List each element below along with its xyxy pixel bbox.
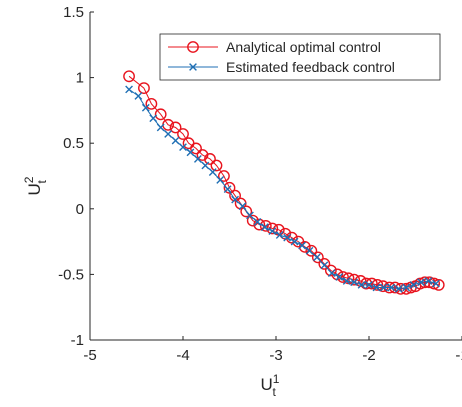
data-point <box>204 153 216 165</box>
legend-label: Analytical optimal control <box>226 39 381 55</box>
data-point <box>327 269 336 277</box>
data-point <box>218 170 230 182</box>
legend-box <box>159 33 441 81</box>
data-point <box>342 277 351 285</box>
data-point <box>190 142 202 155</box>
data-point <box>231 195 239 204</box>
data-point <box>417 278 425 287</box>
data-point <box>253 218 262 226</box>
data-point <box>201 161 210 170</box>
data-point <box>154 108 167 121</box>
data-point <box>156 123 165 132</box>
y-tick-label: -0.5 <box>58 266 84 283</box>
data-point <box>371 278 384 291</box>
x-tick-label: -2 <box>362 347 375 364</box>
data-point <box>298 241 306 250</box>
data-point <box>145 97 158 110</box>
data-point <box>365 281 373 289</box>
data-point <box>193 155 202 163</box>
data-point <box>394 284 403 293</box>
data-point <box>305 246 314 255</box>
data-point <box>216 176 225 184</box>
x-tick-label: -5 <box>83 347 96 364</box>
data-point <box>123 70 135 83</box>
data-point <box>240 205 253 218</box>
y-tick-label: 0 <box>76 201 84 218</box>
data-point <box>432 279 440 288</box>
data-point <box>171 136 180 145</box>
x-tick-label: -4 <box>176 347 189 364</box>
data-point <box>320 261 329 270</box>
y-tick-label: 1.5 <box>63 4 84 21</box>
data-point <box>246 211 254 220</box>
data-point <box>290 237 299 246</box>
data-point <box>186 148 195 157</box>
data-point <box>125 85 133 94</box>
data-point <box>210 159 223 172</box>
data-point <box>169 121 182 134</box>
y-tick-label: 1 <box>76 70 84 87</box>
data-point <box>177 128 189 140</box>
data-point <box>335 273 344 281</box>
data-point <box>298 240 311 253</box>
data-point <box>223 185 232 194</box>
legend-label: Estimated feedback control <box>226 59 395 75</box>
data-point <box>387 283 396 292</box>
data-point <box>149 114 158 123</box>
data-point <box>372 283 381 292</box>
data-point <box>268 227 277 235</box>
data-point <box>432 278 445 291</box>
data-point <box>379 283 388 292</box>
data-point <box>337 271 349 283</box>
series-1 <box>125 85 440 293</box>
data-point <box>208 168 217 176</box>
data-point <box>259 219 272 232</box>
data-point <box>229 189 241 202</box>
data-point <box>283 233 292 242</box>
data-point <box>318 258 331 270</box>
data-point <box>305 244 318 257</box>
legend-marker <box>189 63 197 71</box>
y-tick-label: 0.5 <box>63 135 84 152</box>
x-tick-label: -1 <box>455 347 462 364</box>
axes: -5 -4 -3 -2 -1 -1 -0.5 0 0.5 1 1.5 U1t U2t <box>22 4 462 399</box>
y-axis-label: U2t <box>22 176 49 195</box>
data-point <box>223 181 236 194</box>
data-point <box>350 278 359 287</box>
legend-marker <box>187 41 199 53</box>
data-point <box>365 277 378 290</box>
data-point <box>357 281 366 289</box>
legend: Analytical optimal control Estimated feed… <box>159 33 441 81</box>
x-axis-label: U1 t <box>261 372 280 399</box>
data-point <box>424 277 433 285</box>
data-point <box>141 103 150 112</box>
data-point <box>179 143 187 152</box>
data-point <box>275 231 284 239</box>
data-point <box>313 253 321 262</box>
x-tick-label: -3 <box>269 347 282 364</box>
chart-marks <box>123 70 445 295</box>
data-point <box>428 277 440 290</box>
data-point <box>164 130 173 138</box>
data-point <box>311 251 324 264</box>
legend-entry: Analytical optimal control <box>168 39 381 55</box>
data-point <box>134 92 143 100</box>
legend-entry: Estimated feedback control <box>168 59 395 75</box>
data-point <box>324 264 337 277</box>
data-point <box>138 82 150 94</box>
data-point <box>402 283 411 292</box>
y-tick-label: -1 <box>71 332 84 349</box>
data-point <box>238 202 247 211</box>
data-point <box>409 281 418 289</box>
data-point <box>260 223 269 232</box>
